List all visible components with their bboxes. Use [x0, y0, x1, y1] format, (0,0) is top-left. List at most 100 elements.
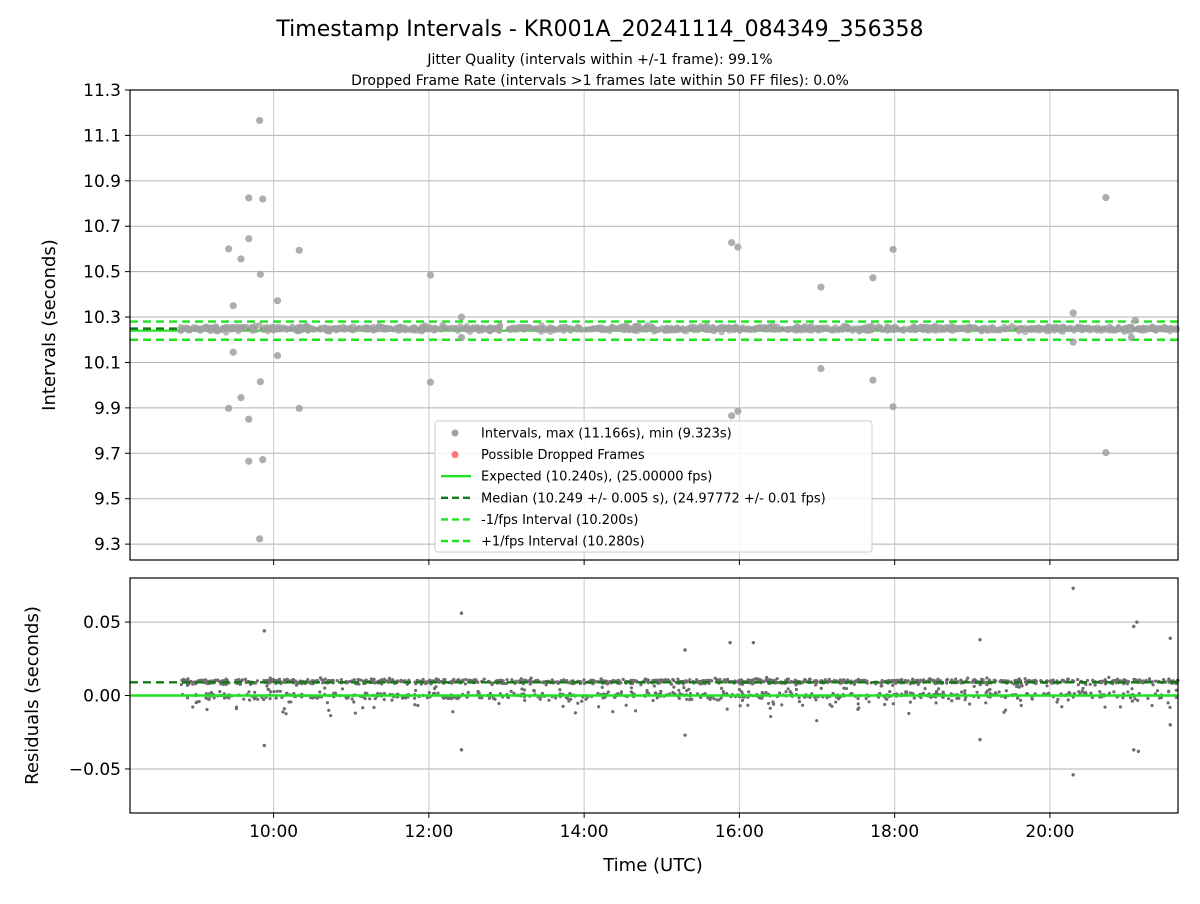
residual-point	[1166, 690, 1171, 694]
residual-point	[978, 682, 982, 686]
residual-point	[900, 677, 904, 682]
interval-point	[237, 394, 245, 402]
residual-point	[372, 705, 376, 710]
residual-point	[584, 697, 588, 701]
residual-point	[275, 689, 279, 693]
interval-point	[1053, 324, 1060, 331]
interval-point	[867, 323, 874, 331]
interval-point	[817, 364, 825, 373]
residual-point	[529, 677, 533, 681]
interval-point	[275, 323, 282, 331]
residual-point	[262, 629, 266, 633]
residual-point	[981, 678, 985, 682]
residual-point	[776, 681, 780, 685]
residual-point	[1099, 679, 1104, 683]
residual-point	[856, 702, 860, 706]
residual-point	[672, 685, 676, 689]
residual-point	[372, 681, 377, 685]
interval-point	[229, 348, 237, 356]
interval-point	[256, 322, 263, 329]
residual-point	[879, 681, 883, 685]
residual-point	[238, 682, 242, 686]
residual-point	[367, 697, 372, 701]
residual-point	[1030, 697, 1034, 701]
residual-point	[682, 685, 686, 690]
interval-point	[224, 404, 233, 412]
residual-point	[760, 691, 764, 695]
interval-point	[1102, 194, 1110, 202]
interval-point	[702, 326, 710, 333]
residual-point	[567, 699, 571, 703]
residual-point	[582, 678, 586, 682]
residual-point	[747, 690, 751, 694]
interval-point	[586, 325, 593, 333]
residual-point	[768, 678, 772, 682]
residual-point	[329, 714, 333, 718]
residual-point	[427, 691, 431, 695]
interval-point	[540, 324, 548, 332]
residual-point	[713, 676, 717, 680]
residual-point	[825, 696, 829, 700]
residual-point	[839, 679, 844, 683]
residual-point	[728, 640, 732, 645]
interval-point	[256, 535, 264, 543]
residual-point	[203, 681, 207, 685]
residual-point	[1093, 683, 1097, 687]
residual-point	[984, 701, 988, 705]
residual-point	[416, 703, 420, 708]
residual-point	[677, 696, 681, 700]
residual-point	[813, 683, 818, 687]
residual-point	[592, 681, 596, 685]
residual-point	[436, 691, 440, 695]
residual-point	[287, 700, 291, 704]
residual-point	[565, 696, 570, 700]
residual-point	[322, 680, 326, 685]
residual-point	[1081, 686, 1085, 691]
residual-point	[985, 680, 989, 684]
residual-point	[765, 675, 769, 680]
residual-point	[646, 681, 650, 685]
residual-point	[786, 677, 791, 681]
residual-point	[1167, 678, 1171, 682]
residual-point	[606, 690, 610, 694]
residual-point	[764, 690, 768, 695]
interval-point	[1074, 324, 1081, 331]
interval-point	[611, 324, 618, 332]
legend-label: Expected (10.240s), (25.00000 fps)	[481, 470, 712, 485]
residual-point	[685, 689, 689, 693]
residual-point	[683, 733, 687, 737]
residual-point	[857, 706, 861, 710]
intervals-points	[177, 116, 1180, 543]
residual-point	[854, 679, 858, 684]
interval-point	[1069, 309, 1077, 317]
residual-point	[717, 698, 721, 702]
residual-point	[266, 687, 270, 691]
residual-point	[461, 678, 465, 682]
interval-point	[1131, 316, 1139, 325]
interval-point	[514, 324, 522, 331]
interval-point	[245, 235, 253, 243]
interval-point	[525, 324, 532, 331]
intervals-frame	[129, 89, 1179, 561]
residual-point	[194, 700, 198, 705]
interval-point	[869, 274, 877, 282]
residual-point	[912, 696, 916, 700]
residual-point	[1034, 681, 1038, 686]
residual-point	[265, 684, 269, 688]
residual-point	[1118, 705, 1123, 709]
residual-point	[555, 680, 559, 684]
residual-point	[452, 677, 456, 681]
residual-point	[746, 703, 750, 707]
interval-point	[655, 326, 662, 334]
interval-point	[457, 313, 466, 321]
residual-point	[1078, 691, 1082, 695]
residual-point	[794, 683, 798, 687]
residual-point	[256, 697, 260, 701]
interval-point	[989, 325, 997, 332]
interval-point	[1164, 325, 1171, 333]
residual-point	[1071, 773, 1075, 777]
residual-point	[985, 676, 989, 680]
residual-point	[522, 688, 526, 692]
interval-point	[869, 376, 877, 384]
residual-point	[1056, 697, 1060, 701]
